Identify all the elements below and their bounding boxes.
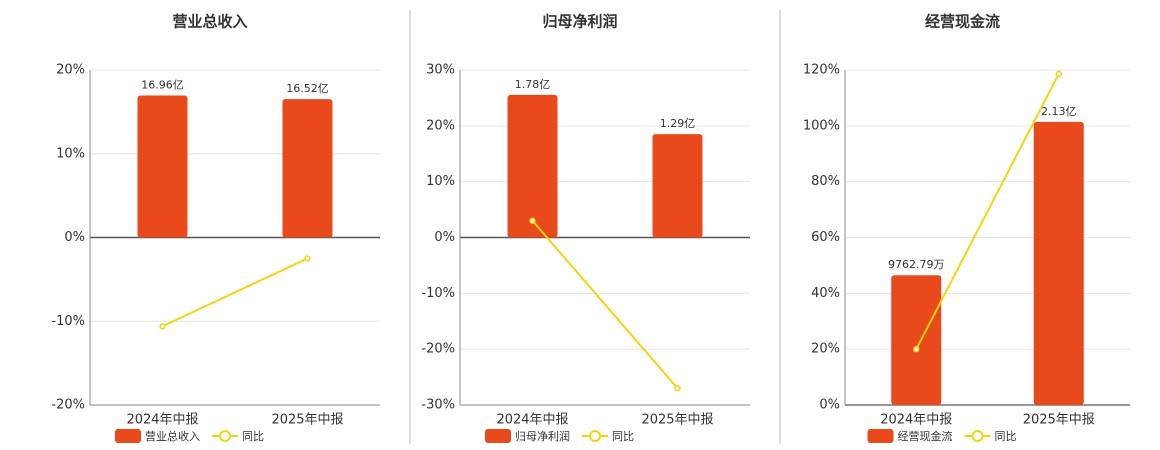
y-tick-label: 0% bbox=[64, 230, 85, 245]
bar bbox=[137, 95, 188, 238]
y-tick-label: -20% bbox=[51, 398, 85, 413]
value-label: 16.52亿 bbox=[286, 82, 329, 95]
chart-title: 经营现金流 bbox=[925, 13, 1000, 31]
y-tick-label: 120% bbox=[803, 63, 840, 78]
line-point bbox=[304, 255, 311, 262]
line-point bbox=[529, 217, 536, 224]
line bbox=[915, 73, 1060, 350]
value-label: 9762.79万 bbox=[888, 258, 945, 271]
bar bbox=[652, 134, 703, 238]
x-tick-label: 2024年中报 bbox=[496, 413, 568, 428]
legend-label: 同比 bbox=[242, 430, 264, 443]
legend-swatch bbox=[867, 429, 894, 443]
bar bbox=[282, 99, 333, 238]
y-tick-label: -20% bbox=[421, 342, 455, 357]
legend-label: 同比 bbox=[612, 430, 634, 443]
line bbox=[162, 257, 308, 328]
y-tick-label: -10% bbox=[421, 286, 455, 301]
legend-label: 归母净利润 bbox=[515, 429, 570, 443]
bar bbox=[891, 275, 942, 405]
y-tick-label: 20% bbox=[56, 63, 85, 78]
bar bbox=[507, 94, 558, 238]
y-tick-label: 10% bbox=[56, 146, 85, 161]
y-tick-label: 30% bbox=[426, 63, 455, 78]
value-label: 16.96亿 bbox=[141, 78, 184, 91]
value-label: 1.78亿 bbox=[515, 78, 551, 91]
legend-label: 经营现金流 bbox=[898, 429, 953, 443]
value-label: 2.13亿 bbox=[1041, 105, 1077, 118]
x-tick-label: 2025年中报 bbox=[1023, 413, 1095, 428]
y-tick-label: -10% bbox=[51, 314, 85, 329]
y-tick-label: 0% bbox=[819, 398, 840, 413]
value-label: 1.29亿 bbox=[660, 117, 696, 130]
line-point bbox=[913, 345, 920, 353]
legend-swatch bbox=[589, 430, 601, 442]
x-tick-label: 2024年中报 bbox=[880, 413, 952, 428]
chart-title: 营业总收入 bbox=[172, 13, 247, 31]
legend-swatch bbox=[971, 430, 984, 442]
y-tick-label: 40% bbox=[811, 286, 840, 301]
chart-title: 归母净利润 bbox=[542, 13, 617, 31]
x-tick-label: 2025年中报 bbox=[271, 413, 343, 428]
y-tick-label: 20% bbox=[811, 342, 840, 357]
legend-swatch bbox=[485, 429, 511, 443]
bar bbox=[1033, 121, 1084, 405]
legend-label: 同比 bbox=[995, 430, 1017, 443]
line-point bbox=[159, 323, 166, 330]
line bbox=[531, 220, 679, 389]
line-point bbox=[1055, 70, 1062, 78]
y-tick-label: 60% bbox=[811, 230, 840, 245]
legend-swatch bbox=[115, 429, 141, 443]
line-point bbox=[674, 385, 681, 392]
y-tick-label: 20% bbox=[426, 118, 455, 133]
legend-label: 营业总收入 bbox=[145, 429, 200, 443]
y-tick-label: -30% bbox=[421, 398, 455, 413]
x-tick-label: 2024年中报 bbox=[126, 413, 198, 428]
y-tick-label: 0% bbox=[434, 230, 455, 245]
y-tick-label: 100% bbox=[803, 118, 840, 133]
x-tick-label: 2025年中报 bbox=[641, 413, 713, 428]
y-tick-label: 10% bbox=[426, 174, 455, 189]
legend-swatch bbox=[219, 430, 231, 442]
y-tick-label: 80% bbox=[811, 174, 840, 189]
